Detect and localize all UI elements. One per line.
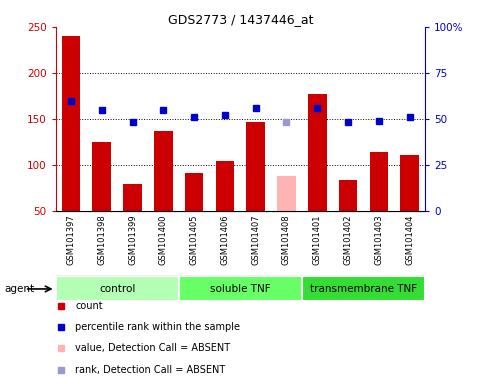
Text: count: count — [75, 301, 103, 311]
Text: soluble TNF: soluble TNF — [210, 284, 270, 294]
Bar — [339, 180, 357, 211]
Bar — [400, 155, 419, 211]
Text: GSM101408: GSM101408 — [282, 214, 291, 265]
Bar — [62, 36, 80, 211]
Text: GSM101400: GSM101400 — [159, 214, 168, 265]
Text: percentile rank within the sample: percentile rank within the sample — [75, 322, 241, 333]
Text: agent: agent — [5, 284, 35, 294]
Bar — [302, 276, 425, 301]
Text: GSM101402: GSM101402 — [343, 214, 353, 265]
Bar — [369, 152, 388, 211]
Text: GSM101403: GSM101403 — [374, 214, 384, 265]
Bar — [185, 174, 203, 211]
Text: GSM101398: GSM101398 — [97, 214, 106, 265]
Text: GSM101399: GSM101399 — [128, 214, 137, 265]
Bar — [246, 122, 265, 211]
Text: value, Detection Call = ABSENT: value, Detection Call = ABSENT — [75, 343, 230, 354]
Text: GSM101405: GSM101405 — [190, 214, 199, 265]
Text: GSM101401: GSM101401 — [313, 214, 322, 265]
Text: GSM101397: GSM101397 — [67, 214, 75, 265]
Text: GSM101404: GSM101404 — [405, 214, 414, 265]
Text: transmembrane TNF: transmembrane TNF — [310, 284, 417, 294]
Bar — [215, 161, 234, 211]
Bar — [308, 94, 327, 211]
Title: GDS2773 / 1437446_at: GDS2773 / 1437446_at — [168, 13, 313, 26]
Bar — [179, 276, 302, 301]
Text: GSM101407: GSM101407 — [251, 214, 260, 265]
Text: GSM101406: GSM101406 — [220, 214, 229, 265]
Bar — [123, 184, 142, 211]
Text: control: control — [99, 284, 135, 294]
Bar — [277, 176, 296, 211]
Text: rank, Detection Call = ABSENT: rank, Detection Call = ABSENT — [75, 364, 226, 375]
Bar — [154, 131, 172, 211]
Bar — [92, 142, 111, 211]
Bar — [56, 276, 179, 301]
